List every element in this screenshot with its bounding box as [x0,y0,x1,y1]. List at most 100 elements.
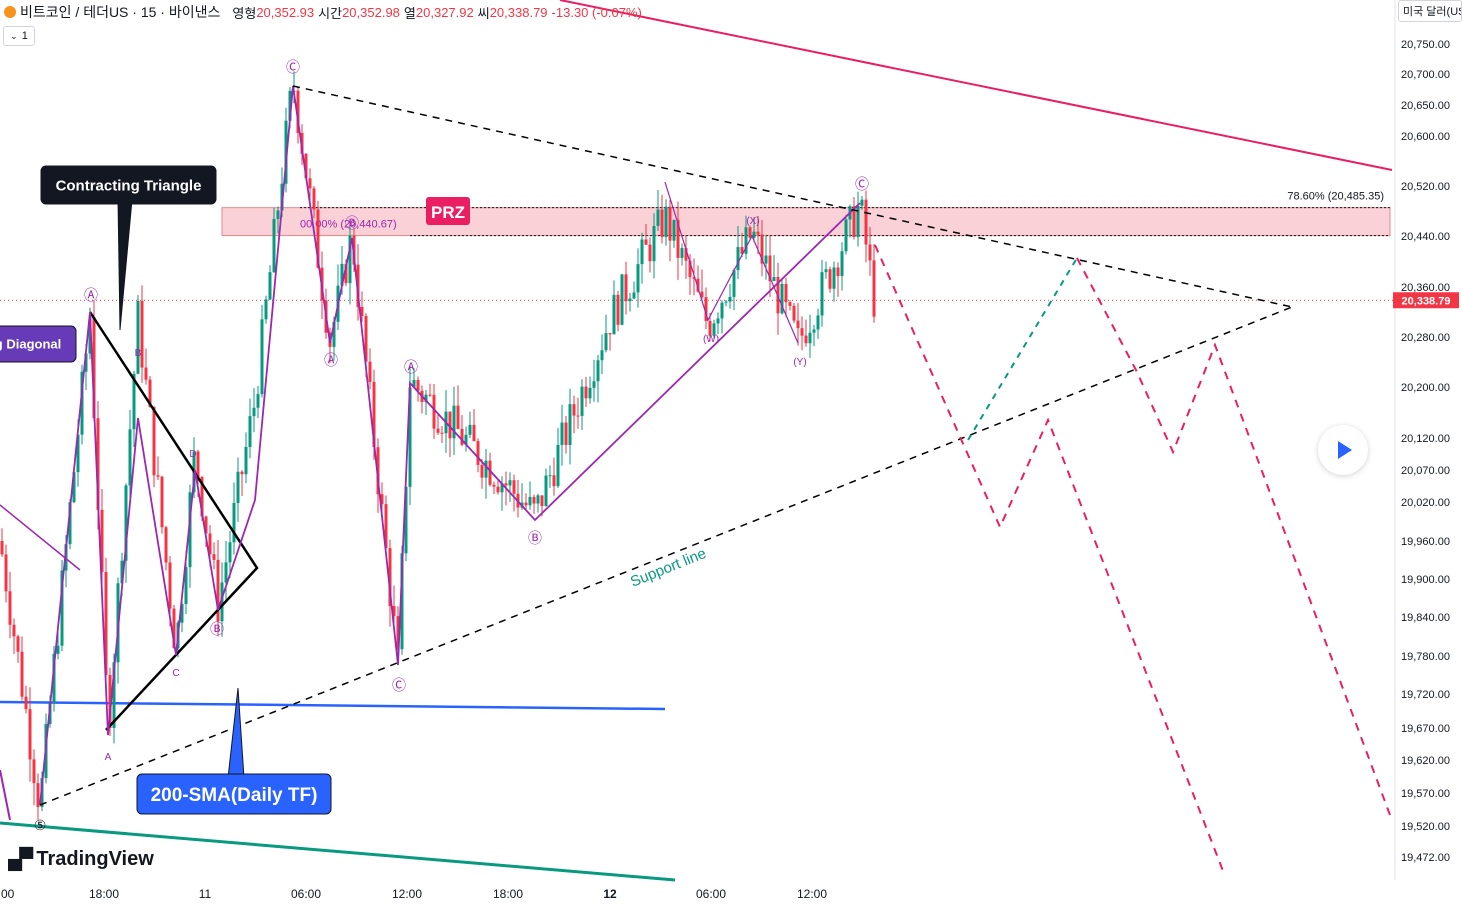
candle-body [344,263,348,284]
candle-body [716,318,720,324]
candle-body [492,484,496,487]
candle-body [728,296,732,302]
candle-body [152,406,156,476]
prz-label-box [426,197,470,225]
candle-body [452,405,456,439]
diagonal-callout-box [0,325,77,363]
y-tick-label: 19,620.00 [1401,755,1450,767]
candle-body [60,570,64,646]
high-value: 20,352.98 [342,4,400,20]
upper-trendline [559,0,1393,171]
candle-body [376,447,380,495]
currency-selector[interactable]: 미국 달러(USD) [1398,0,1462,22]
candle-body [500,483,504,493]
y-tick-label: 20,070.00 [1401,465,1450,477]
candle-body [636,264,640,293]
candle-body [620,274,624,325]
candle-body [604,333,608,351]
candle-body [864,199,868,245]
y-tick-label: 19,780.00 [1401,651,1450,663]
sma-callout-box [136,773,332,815]
candle-body [584,386,588,399]
candle-body [212,554,216,560]
candle-body [236,471,240,503]
wxy-path [664,181,799,344]
y-tick-label: 20,600.00 [1401,131,1450,143]
candle-body [508,480,512,486]
y-tick-label: 19,472.00 [1401,852,1450,864]
y-tick-label: 19,670.00 [1401,723,1450,735]
fib-100-label: 00.00% (20,440.67) [300,219,397,231]
wave-label-y: (Y) [793,357,806,368]
candle-body [52,653,56,704]
candle-body [804,335,808,344]
candle-body [856,205,860,237]
candle-body [472,424,476,442]
candle-body [404,486,408,554]
candle-body [836,267,840,277]
candle-body [24,696,28,710]
y-tick-label: 20,650.00 [1401,100,1450,112]
candle-body [140,300,144,368]
wave-label-w: (W) [703,334,719,345]
candle-body [224,562,228,583]
collapse-button[interactable]: ⌄ 1 [3,26,35,46]
candle-body [136,300,140,374]
projection-path-1 [874,244,1226,877]
wave-label-b3: Ⓑ [528,530,542,546]
wave-label-a-small: A [105,752,112,763]
candle-body [156,475,160,477]
x-tick-label: 11 [199,887,212,901]
candle-body [792,305,796,321]
contracting-triangle-lines [88,311,259,731]
play-button[interactable] [1318,425,1368,475]
candle-body [112,662,116,728]
candle-body [396,616,400,650]
candle-body [400,553,404,650]
candle-body [588,387,592,399]
y-tick-label: 19,900.00 [1401,574,1450,586]
low-value: 20,327.92 [415,4,474,20]
open-value: 20,352.93 [256,4,315,20]
open-prefix: 형 [244,5,257,21]
candle-body [844,219,848,252]
y-tick-label: 19,520.00 [1401,821,1450,833]
candle-body [568,404,572,445]
candle-body [440,432,444,434]
candle-body [296,90,300,133]
contracting-triangle-callout-tail [117,199,133,331]
symbol-title[interactable]: 비트코인 / 테더US · 15 · 바이낸스 [20,4,221,20]
candle-body [0,541,4,555]
candle-body [172,608,176,649]
tradingview-mark-icon: ▄▀ [8,848,33,870]
candle-body [316,209,320,268]
candle-body [660,209,664,237]
candle-body [772,276,776,282]
candle-body [756,231,760,235]
wave-label-x: (X) [746,216,759,227]
candle-body [276,210,280,220]
candle-body [340,263,344,286]
y-tick-label: 19,960.00 [1401,536,1450,548]
candle-body [496,486,500,493]
chevron-down-icon: ⌄ [10,30,18,41]
candle-body [308,178,312,189]
diagonal-callout-text: g Diagonal [0,337,61,352]
candle-body [860,199,864,206]
candle-body [560,422,564,445]
candle-body [600,350,604,361]
candle-body [408,387,412,487]
candle-body [820,272,824,316]
candle-body [228,542,232,563]
y-tick-label: 19,720.00 [1401,689,1450,701]
y-tick-label: 20,750.00 [1401,39,1450,51]
candle-body [304,153,308,179]
candle-body [132,373,136,430]
candle-body [144,367,148,380]
candle-body [128,429,132,486]
candle-body [740,247,744,254]
wave-label-a1: Ⓐ [84,287,98,303]
x-tick-label: 18:00 [493,887,523,901]
